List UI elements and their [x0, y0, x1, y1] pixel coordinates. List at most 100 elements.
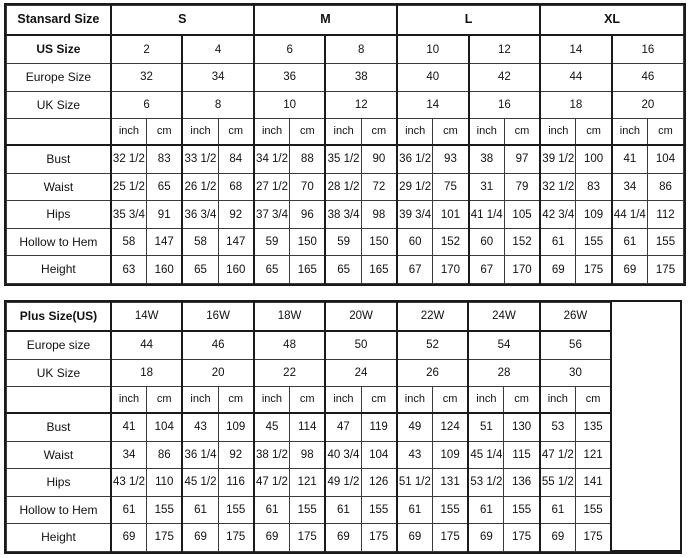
measurement-cell-cm: 155: [574, 495, 612, 525]
unit-header-inch: inch: [395, 386, 434, 414]
measurement-cell-cm: 136: [503, 468, 541, 497]
spec-cell: 8: [324, 34, 398, 65]
measurement-row-label: Hips: [5, 468, 112, 497]
plus-size-header: 26W: [538, 301, 612, 332]
measurement-cell-cm: 135: [574, 412, 612, 442]
unit-header-cm: cm: [360, 118, 398, 146]
measurement-cell-inch: 69: [610, 255, 648, 284]
spec-cell: 38: [324, 63, 398, 92]
measurement-cell-cm: 152: [432, 227, 470, 257]
measurement-cell-inch: 36 1/4: [181, 440, 219, 470]
measurement-row-label: Waist: [5, 172, 112, 202]
plus-size-header: 22W: [395, 301, 469, 332]
measurement-cell-inch: 40 3/4: [324, 440, 362, 470]
measurement-row-label: Height: [5, 255, 112, 284]
measurement-cell-inch: 51: [467, 412, 505, 442]
measurement-cell-inch: 42 3/4: [539, 200, 577, 229]
measurement-cell-inch: 41: [610, 144, 648, 174]
measurement-row-label: Height: [5, 523, 112, 552]
measurement-cell-cm: 155: [432, 495, 469, 525]
spec-cell: 22: [252, 358, 326, 388]
measurement-cell-cm: 83: [575, 172, 613, 202]
measurement-cell-inch: 61: [324, 495, 362, 525]
measurement-cell-cm: 175: [360, 523, 398, 552]
spec-cell: 8: [181, 90, 255, 120]
measurement-cell-inch: 44 1/4: [610, 200, 648, 229]
measurement-cell-cm: 175: [575, 255, 613, 284]
spec-cell: 20: [181, 358, 255, 388]
measurement-cell-cm: 155: [217, 495, 255, 525]
measurement-cell-inch: 25 1/2: [109, 172, 148, 202]
measurement-cell-inch: 67: [467, 255, 505, 284]
measurement-cell-cm: 90: [360, 144, 398, 174]
spec-cell: 4: [181, 34, 255, 65]
measurement-cell-cm: 121: [289, 468, 326, 497]
spec-cell: 46: [181, 330, 255, 360]
spec-cell: 6: [252, 34, 326, 65]
measurement-cell-inch: 58: [109, 227, 148, 257]
measurement-cell-inch: 59: [252, 227, 291, 257]
unit-header-row: inch cm inch cm inch cm inch cm inch cm inch cm inch…: [5, 386, 681, 414]
spec-cell: 2: [109, 34, 183, 65]
measurement-cell-inch: 65: [181, 255, 219, 284]
size-group-header: XL: [539, 5, 685, 37]
measurement-row-label: Hips: [5, 200, 112, 229]
measurement-cell-cm: 175: [574, 523, 612, 552]
unit-header-inch: inch: [467, 118, 505, 146]
measurement-cell-cm: 93: [432, 144, 470, 174]
measurement-cell-cm: 112: [647, 200, 684, 229]
unit-header-cm: cm: [217, 386, 255, 414]
measurement-cell-cm: 115: [503, 440, 541, 470]
measurement-cell-cm: 70: [289, 172, 326, 202]
measurement-cell-inch: 69: [181, 523, 219, 552]
measurement-cell-inch: 61: [395, 495, 434, 525]
spec-cell: 48: [252, 330, 326, 360]
measurement-cell-cm: 86: [647, 172, 684, 202]
unit-header-inch: inch: [467, 386, 505, 414]
unit-header-cm: cm: [146, 118, 183, 146]
unit-header-inch: inch: [109, 118, 148, 146]
plus-size-header: 24W: [467, 301, 541, 332]
spec-cell: 36: [252, 63, 326, 92]
measurement-cell-cm: 130: [503, 412, 541, 442]
size-group-header: S: [109, 5, 255, 37]
measurement-row-label: Hollow to Hem: [5, 227, 112, 257]
spec-cell: 34: [181, 63, 255, 92]
spec-cell: 28: [467, 358, 541, 388]
measurement-cell-inch: 26 1/2: [181, 172, 219, 202]
measurement-cell-inch: 61: [610, 227, 648, 257]
measurement-cell-inch: 41 1/4: [467, 200, 505, 229]
measurement-cell-inch: 69: [324, 523, 362, 552]
spec-cell: 42: [467, 63, 541, 92]
measurement-cell-cm: 124: [432, 412, 469, 442]
measurement-cell-inch: 53 1/2: [467, 468, 505, 497]
measurement-cell-cm: 91: [146, 200, 183, 229]
measurement-cell-inch: 38 1/2: [252, 440, 291, 470]
standard-size-table: Stansard Size S M L XL US Size 2 4 6 8 10 12 14 16 Eur…: [4, 3, 686, 286]
measurement-cell-inch: 69: [538, 523, 576, 552]
unit-header-inch: inch: [252, 386, 291, 414]
spec-cell: 44: [539, 63, 613, 92]
measurement-cell-inch: 65: [252, 255, 291, 284]
measurement-row-label: Hollow to Hem: [5, 495, 112, 525]
unit-header-inch: inch: [252, 118, 291, 146]
measurement-cell-cm: 101: [432, 200, 470, 229]
size-group-header: M: [252, 5, 398, 37]
measurement-cell-cm: 114: [289, 412, 326, 442]
size-group-header-row: Stansard Size S M L XL: [5, 5, 685, 37]
unit-header-cm: cm: [432, 118, 470, 146]
measurement-row-label: Waist: [5, 440, 112, 470]
measurement-cell-inch: 53: [538, 412, 576, 442]
unit-header-cm: cm: [575, 118, 613, 146]
unit-header-cm: cm: [503, 118, 541, 146]
measurement-cell-inch: 51 1/2: [395, 468, 434, 497]
measurement-cell-cm: 104: [360, 440, 398, 470]
measurement-cell-inch: 60: [396, 227, 434, 257]
unit-header-cm: cm: [289, 386, 326, 414]
spec-row: US Size 2 4 6 8 10 12 14 16: [5, 34, 684, 65]
measurement-row: Bust 41 104 43 109 45 114 47 119 49 124 51 130 53 135: [5, 412, 681, 442]
measurement-cell-cm: 150: [289, 227, 326, 257]
measurement-cell-cm: 75: [432, 172, 470, 202]
spec-cell: 52: [395, 330, 469, 360]
measurement-cell-cm: 97: [503, 144, 541, 174]
